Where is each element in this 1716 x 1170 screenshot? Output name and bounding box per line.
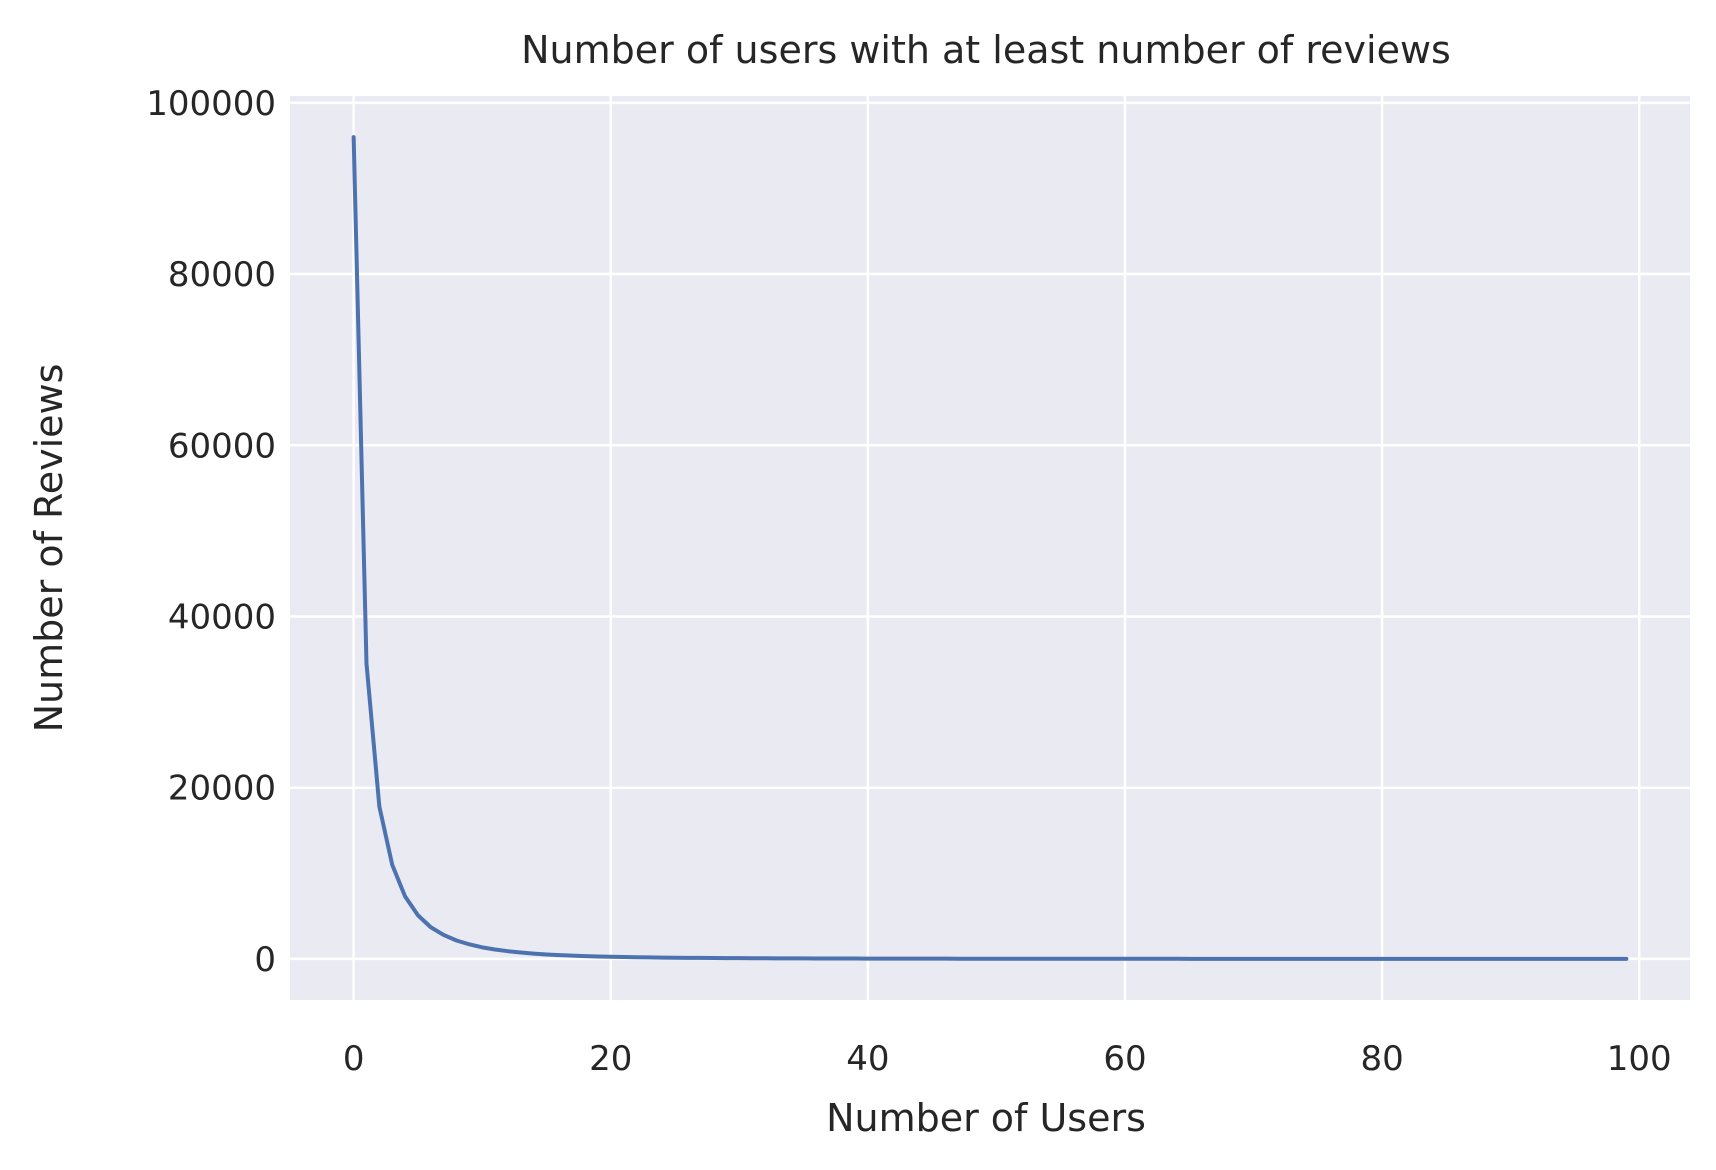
x-tick-label: 40	[846, 1039, 889, 1079]
grid-lines	[290, 96, 1690, 1000]
x-tick-label: 80	[1360, 1039, 1403, 1079]
y-axis-ticks: 0 20000 40000 60000 80000 100000	[146, 84, 276, 980]
x-tick-label: 60	[1103, 1039, 1146, 1079]
y-tick-label: 60000	[168, 426, 276, 466]
y-tick-label: 20000	[168, 769, 276, 809]
chart-title: Number of users with at least number of …	[521, 28, 1451, 72]
plot-area	[290, 96, 1690, 1000]
series-line	[351, 135, 1629, 961]
y-tick-label: 0	[254, 940, 276, 980]
y-tick-label: 80000	[168, 255, 276, 295]
y-tick-label: 100000	[146, 84, 276, 124]
y-axis-label: Number of Reviews	[27, 364, 71, 733]
x-tick-label: 0	[343, 1039, 365, 1079]
x-axis-ticks: 0 20 40 60 80 100	[343, 1039, 1672, 1079]
y-tick-label: 40000	[168, 597, 276, 637]
x-tick-label: 100	[1607, 1039, 1672, 1079]
x-axis-label: Number of Users	[826, 1096, 1146, 1140]
x-tick-label: 20	[589, 1039, 632, 1079]
